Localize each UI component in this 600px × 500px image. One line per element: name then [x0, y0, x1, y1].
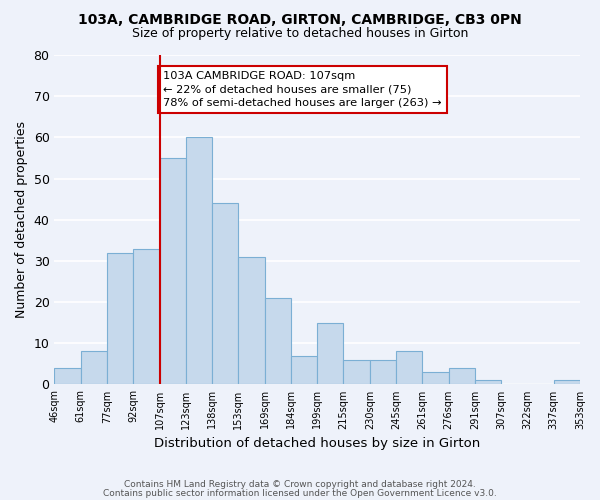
Bar [370, 360, 396, 384]
Bar [422, 372, 449, 384]
Text: 103A, CAMBRIDGE ROAD, GIRTON, CAMBRIDGE, CB3 0PN: 103A, CAMBRIDGE ROAD, GIRTON, CAMBRIDGE,… [78, 12, 522, 26]
Bar [238, 257, 265, 384]
Bar [80, 352, 107, 384]
Bar [107, 252, 133, 384]
Text: Contains HM Land Registry data © Crown copyright and database right 2024.: Contains HM Land Registry data © Crown c… [124, 480, 476, 489]
Bar [160, 158, 186, 384]
Bar [212, 203, 238, 384]
Text: 103A CAMBRIDGE ROAD: 107sqm
← 22% of detached houses are smaller (75)
78% of sem: 103A CAMBRIDGE ROAD: 107sqm ← 22% of det… [163, 72, 442, 108]
X-axis label: Distribution of detached houses by size in Girton: Distribution of detached houses by size … [154, 437, 481, 450]
Bar [55, 368, 80, 384]
Y-axis label: Number of detached properties: Number of detached properties [15, 121, 28, 318]
Bar [291, 356, 317, 384]
Bar [475, 380, 501, 384]
Bar [343, 360, 370, 384]
Bar [554, 380, 580, 384]
Text: Size of property relative to detached houses in Girton: Size of property relative to detached ho… [132, 28, 468, 40]
Bar [449, 368, 475, 384]
Bar [317, 322, 343, 384]
Bar [186, 138, 212, 384]
Bar [265, 298, 291, 384]
Bar [396, 352, 422, 384]
Bar [133, 248, 160, 384]
Text: Contains public sector information licensed under the Open Government Licence v3: Contains public sector information licen… [103, 488, 497, 498]
